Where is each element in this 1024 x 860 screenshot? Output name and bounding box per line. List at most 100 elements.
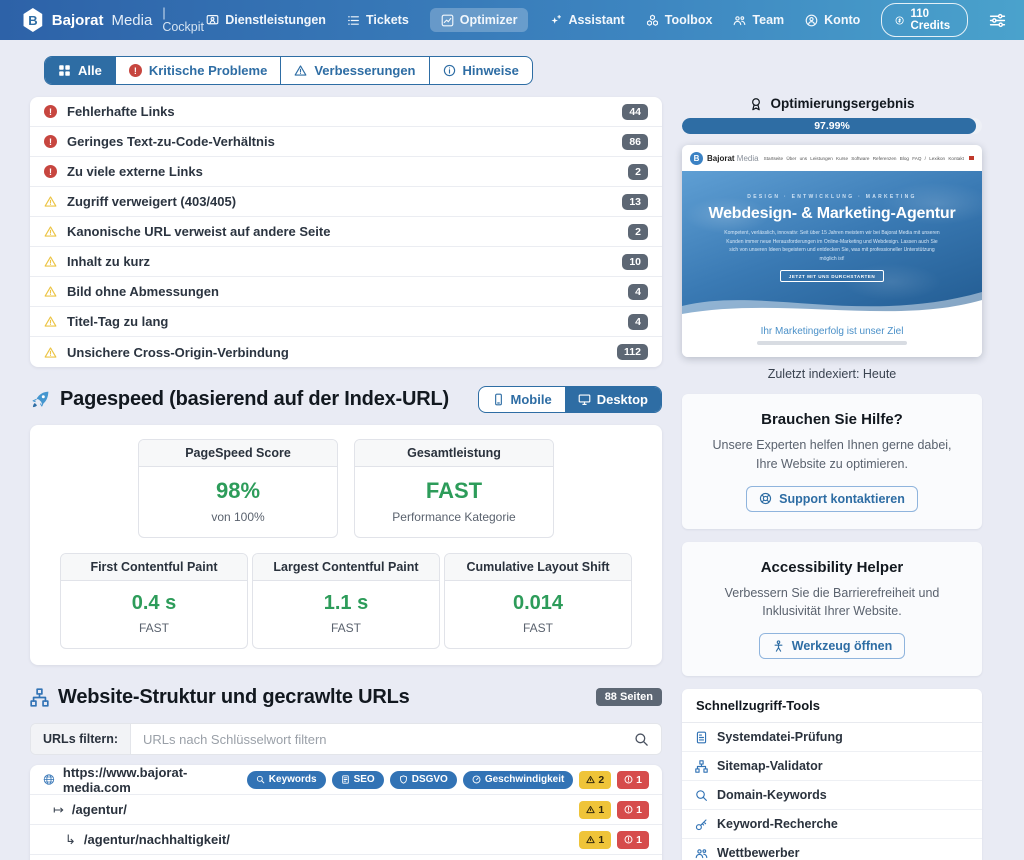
issue-row[interactable]: Unsichere Cross-Origin-Verbindung 112 <box>30 337 662 367</box>
nav-item-team[interactable]: Team <box>733 13 784 27</box>
nav-item-optimizer[interactable]: Optimizer <box>430 8 529 32</box>
warning-triangle-icon <box>44 285 57 298</box>
accessibility-text: Verbessern Sie die Barrierefreiheit und … <box>704 584 960 622</box>
url-row-grandchild[interactable]: ↳ /agentur/preise-kosten/ 1 1 <box>30 855 662 860</box>
open-tool-button[interactable]: Werkzeug öffnen <box>759 633 905 659</box>
preview-heading: Webdesign- & Marketing-Agentur <box>682 205 982 223</box>
monitor-icon <box>578 393 591 406</box>
list-icon <box>347 14 360 27</box>
tool-item-sitemap-validator[interactable]: Sitemap-Validator <box>682 752 982 781</box>
url-row-child[interactable]: ↦ /agentur/ 1 1 <box>30 795 662 825</box>
tool-item-wettbewerber[interactable]: Wettbewerber <box>682 839 982 860</box>
metric-row: First Contentful Paint 0.4 s FAST Larges… <box>60 553 632 649</box>
tool-label: Keyword-Recherche <box>717 817 838 831</box>
toggle-mobile[interactable]: Mobile <box>479 387 565 412</box>
score-sub: Performance Kategorie <box>361 510 547 524</box>
warning-triangle-icon <box>294 64 307 77</box>
warning-triangle-icon <box>586 805 595 814</box>
error-circle-icon <box>624 805 633 814</box>
issue-label: Kanonische URL verweist auf andere Seite <box>67 224 330 239</box>
issue-row[interactable]: Titel-Tag zu lang 4 <box>30 307 662 337</box>
toggle-label: Mobile <box>511 392 552 407</box>
tab-verbesserungen[interactable]: Verbesserungen <box>280 57 428 84</box>
nav-item-assistant[interactable]: Assistant <box>549 13 624 27</box>
issue-row[interactable]: Fehlerhafte Links 44 <box>30 97 662 127</box>
search-button[interactable] <box>621 724 661 754</box>
button-label: Werkzeug öffnen <box>792 639 892 653</box>
sitemap-icon <box>30 688 49 707</box>
issue-row[interactable]: Inhalt zu kurz 10 <box>30 247 662 277</box>
url-row-grandchild[interactable]: ↳ /agentur/nachhaltigkeit/ 1 1 <box>30 825 662 855</box>
preview-menu: Startseite Über uns Leistungen Kurse Sof… <box>763 156 965 161</box>
help-title: Brauchen Sie Hilfe? <box>704 411 960 428</box>
card-header: Largest Contentful Paint <box>253 554 439 581</box>
tool-item-domain-keywords[interactable]: Domain-Keywords <box>682 781 982 810</box>
nav-cluster: Dienstleistungen Tickets Optimizer Assis… <box>206 3 1024 37</box>
preview-navbar: B Bajorat Media Startseite Über uns Leis… <box>682 145 982 171</box>
tab-alle[interactable]: Alle <box>45 57 115 84</box>
geschwindigkeit-pill-button[interactable]: Geschwindigkeit <box>463 771 573 789</box>
tool-label: Sitemap-Validator <box>717 759 823 773</box>
issue-label: Geringes Text-zu-Code-Verhältnis <box>67 134 275 149</box>
settings-sliders-button[interactable] <box>989 12 1006 29</box>
score-bar-value: 97.99% <box>682 118 982 134</box>
pagespeed-title: Pagespeed (basierend auf der Index-URL) <box>60 388 449 411</box>
tab-kritische-probleme[interactable]: Kritische Probleme <box>115 57 281 84</box>
website-preview[interactable]: B Bajorat Media Startseite Über uns Leis… <box>682 145 982 357</box>
tab-label: Kritische Probleme <box>149 63 268 78</box>
accessibility-title: Accessibility Helper <box>704 559 960 576</box>
search-icon <box>256 775 265 784</box>
brand-name-bold: Bajorat <box>52 12 104 29</box>
card-header: First Contentful Paint <box>61 554 247 581</box>
tool-label: Wettbewerber <box>717 846 799 860</box>
seo-pill-button[interactable]: SEO <box>332 771 384 789</box>
brand-suffix: | Cockpit <box>162 6 206 34</box>
nav-item-label: Tickets <box>366 13 409 27</box>
pagespeed-panel: PageSpeed Score 98% von 100% Gesamtleist… <box>30 425 662 665</box>
issue-row[interactable]: Kanonische URL verweist auf andere Seite… <box>30 217 662 247</box>
issue-row[interactable]: Bild ohne Abmessungen 4 <box>30 277 662 307</box>
sitemap-icon <box>695 760 708 773</box>
tool-item-systemdatei-pruefung[interactable]: Systemdatei-Prüfung <box>682 723 982 752</box>
preview-footer-title: Ihr Marketingerfolg ist unser Ziel <box>682 326 982 337</box>
tab-hinweise[interactable]: Hinweise <box>429 57 532 84</box>
critical-icon <box>44 135 57 148</box>
issue-count-badge: 2 <box>628 224 648 240</box>
credits-label: 110 Credits <box>910 8 953 32</box>
nav-item-konto[interactable]: Konto <box>805 13 860 27</box>
accessibility-card: Accessibility Helper Verbessern Sie die … <box>682 542 982 677</box>
url-filter-input[interactable] <box>131 724 621 754</box>
search-icon <box>634 732 649 747</box>
search-icon <box>695 789 708 802</box>
warning-triangle-icon <box>586 775 595 784</box>
competitors-icon <box>695 847 708 860</box>
preview-language-flag <box>969 156 974 160</box>
url-row-root[interactable]: https://www.bajorat-media.com Keywords S… <box>30 765 662 795</box>
issue-row[interactable]: Zu viele externe Links 2 <box>30 157 662 187</box>
nav-item-tickets[interactable]: Tickets <box>347 13 409 27</box>
tool-item-keyword-recherche[interactable]: Keyword-Recherche <box>682 810 982 839</box>
team-icon <box>733 14 746 27</box>
system-file-icon <box>695 731 708 744</box>
credits-button[interactable]: 110 Credits <box>881 3 968 37</box>
keywords-pill-button[interactable]: Keywords <box>247 771 326 789</box>
brand[interactable]: B Bajorat Media | Cockpit <box>22 6 206 34</box>
issue-row[interactable]: Zugriff verweigert (403/405) 13 <box>30 187 662 217</box>
metric-value: 0.4 s <box>67 592 241 615</box>
nav-item-toolbox[interactable]: Toolbox <box>646 13 713 27</box>
toggle-desktop[interactable]: Desktop <box>565 387 661 412</box>
pages-count-badge: 88 Seiten <box>596 688 662 706</box>
gauge-icon <box>472 775 481 784</box>
issue-row[interactable]: Geringes Text-zu-Code-Verhältnis 86 <box>30 127 662 157</box>
device-toggle: Mobile Desktop <box>478 386 662 413</box>
dsgvo-pill-button[interactable]: DSGVO <box>390 771 457 789</box>
card-header: Cumulative Layout Shift <box>445 554 631 581</box>
hexagons-icon <box>646 14 659 27</box>
cls-card: Cumulative Layout Shift 0.014 FAST <box>444 553 632 649</box>
preview-logo-icon: B <box>690 152 703 165</box>
nav-item-dienstleistungen[interactable]: Dienstleistungen <box>206 13 326 27</box>
preview-hero: DESIGN · ENTWICKLUNG · MARKETING Webdesi… <box>682 171 982 319</box>
contact-support-button[interactable]: Support kontaktieren <box>746 486 918 512</box>
severity-filter-tabs: Alle Kritische Probleme Verbesserungen H… <box>44 56 533 85</box>
pill-label: SEO <box>354 774 375 785</box>
